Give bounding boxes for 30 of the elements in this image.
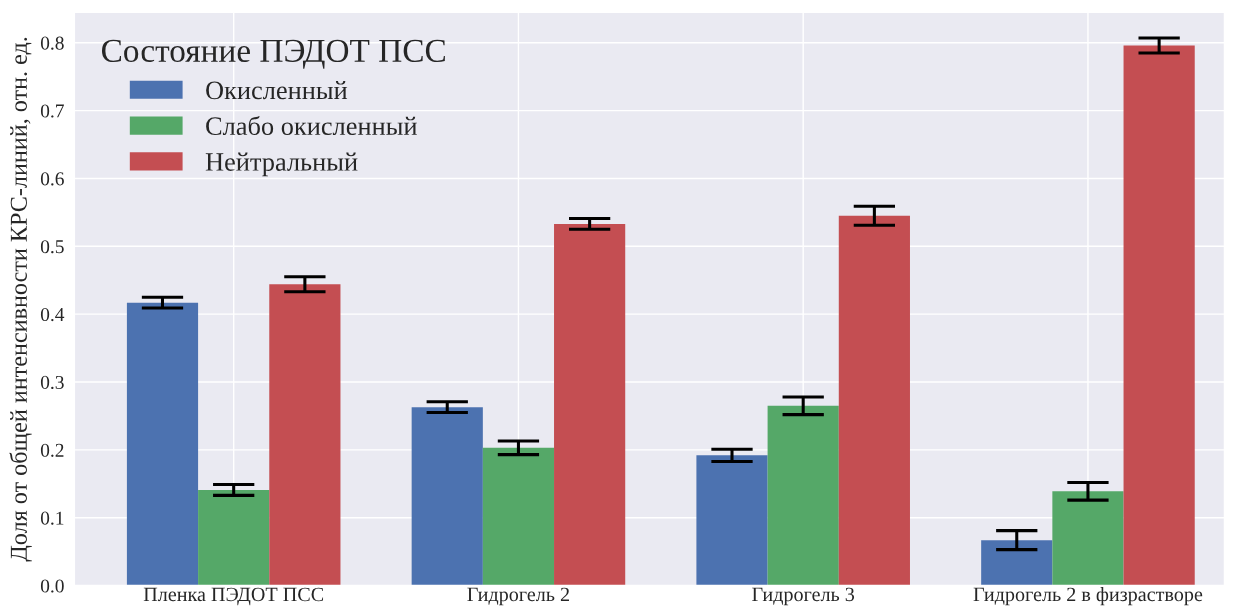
y-tick-label: 0.4 xyxy=(40,307,65,322)
bar xyxy=(1052,491,1124,586)
x-tick-label: Гидрогель 2 в физрастворе xyxy=(973,586,1203,606)
y-axis-title: Доля от общей интенсивности КРС-линий, отн. ед. xyxy=(9,37,32,562)
bar xyxy=(411,407,483,586)
legend-label: Нейтральный xyxy=(205,152,358,177)
legend-title: Состояние ПЭДОТ ПСС xyxy=(101,39,445,69)
x-tick-label: Гидрогель 2 xyxy=(467,587,569,606)
legend-label: Окисленный xyxy=(206,80,348,100)
bar xyxy=(554,223,626,586)
bar xyxy=(126,302,199,586)
y-tick-label: 0.7 xyxy=(40,104,64,118)
x-tick-label: Пленка ПЭДОТ ПСС xyxy=(143,587,324,606)
bar xyxy=(838,215,910,586)
bar xyxy=(696,455,768,586)
y-tick-label: 0.0 xyxy=(40,579,64,593)
y-tick-label: 0.3 xyxy=(40,375,64,390)
bar xyxy=(482,447,555,586)
legend-label: Слабо окисленный xyxy=(206,115,417,136)
bar xyxy=(767,405,839,586)
y-tick-label: 0.1 xyxy=(40,511,64,525)
bar xyxy=(198,489,270,586)
y-tick-label: 0.5 xyxy=(40,240,64,254)
bar xyxy=(981,540,1053,586)
y-tick-label: 0.6 xyxy=(40,172,64,186)
bar xyxy=(269,284,341,586)
x-tick-label: Гидрогель 3 xyxy=(752,587,855,606)
bar xyxy=(1123,45,1195,586)
y-tick-label: 0.8 xyxy=(40,36,64,50)
y-tick-label: 0.2 xyxy=(40,443,64,457)
